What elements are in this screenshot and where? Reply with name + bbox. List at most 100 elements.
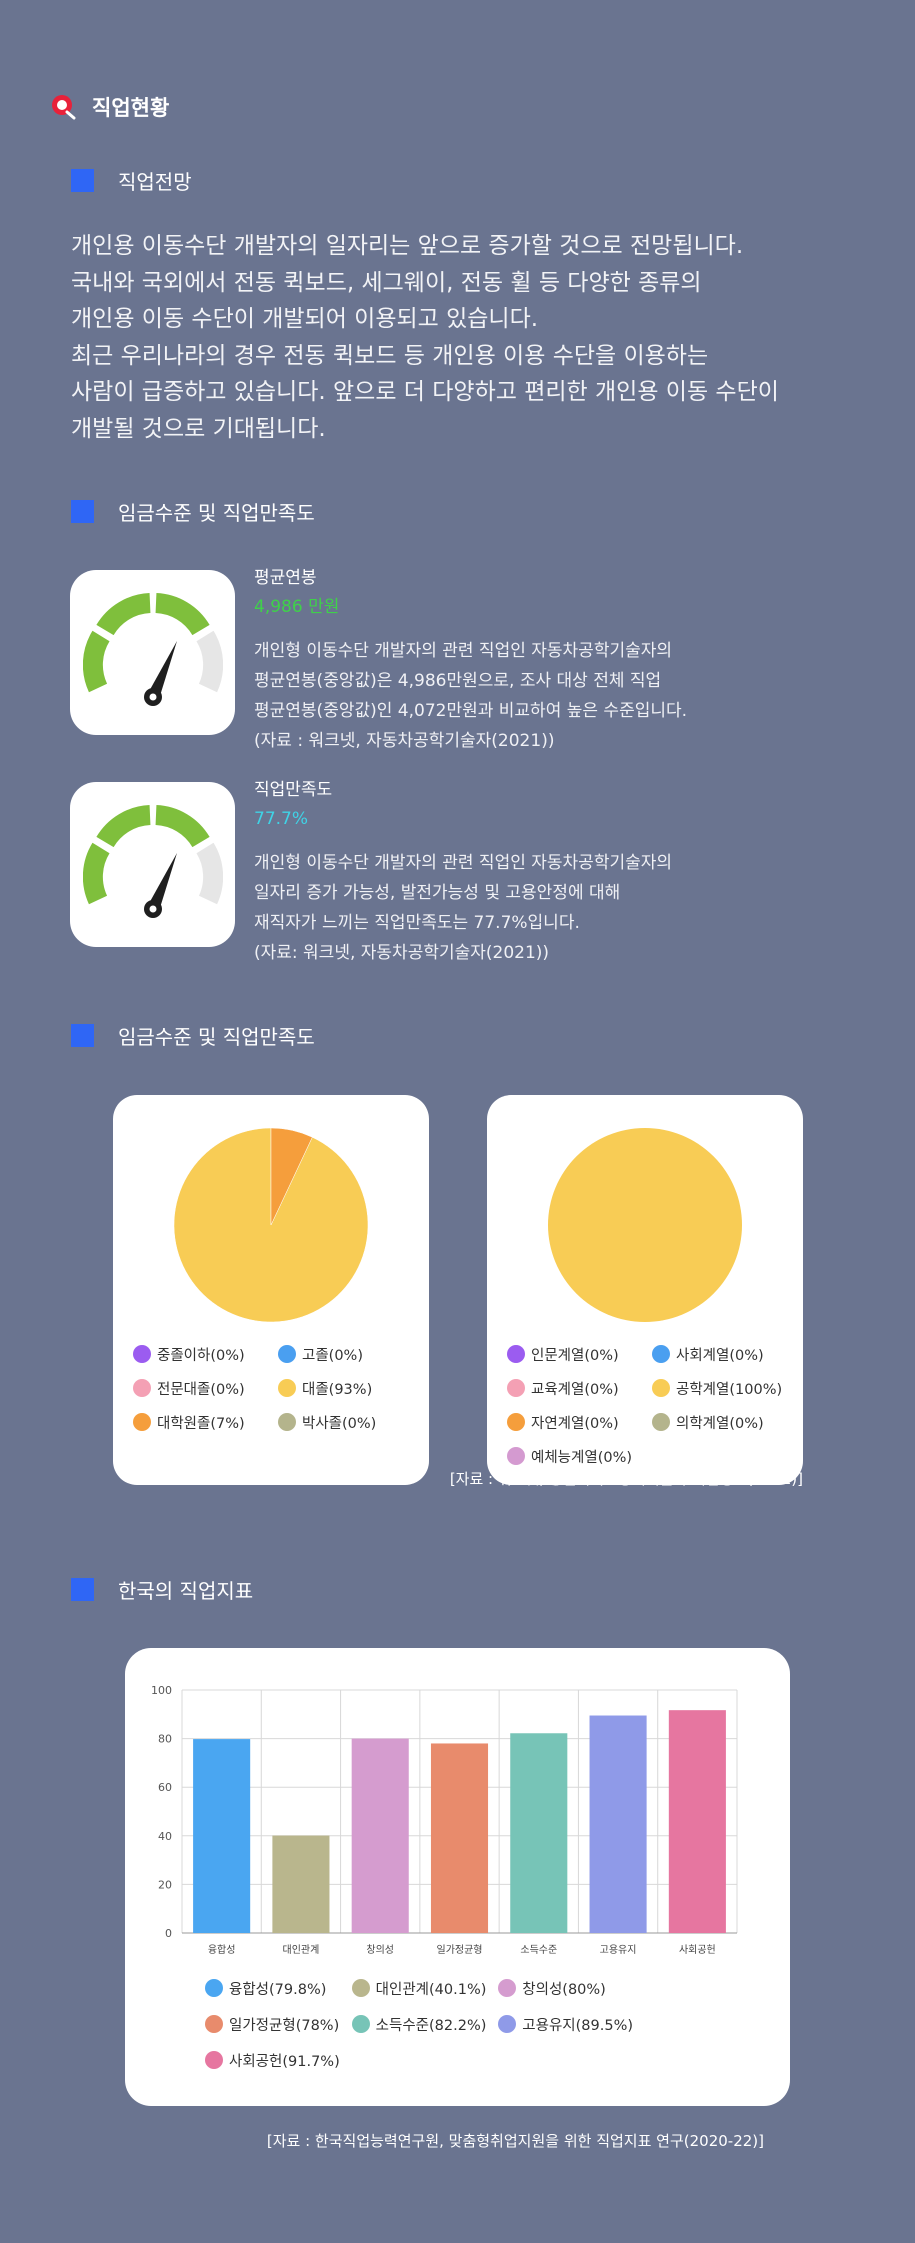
legend-dot-icon [652,1413,670,1431]
legend-dot-icon [278,1413,296,1431]
education-pie-legend: 중졸이하(0%) 고졸(0%) 전문대졸(0%) 대졸(93%) 대학원졸(7%) 박사졸… [133,1341,423,1435]
legend-dot-icon [498,2015,517,2033]
legend-dot-icon [278,1379,296,1397]
legend-item: 자연계열(0%) [507,1409,652,1435]
section-indicators-heading: 한국의 직업지표 [71,1575,253,1604]
legend-item: 교육계열(0%) [507,1375,652,1401]
bar [668,1710,726,1933]
education-pie-chart [173,1127,369,1323]
legend-item: 인문계열(0%) [507,1341,652,1367]
x-tick-label: 일가정균형 [437,1944,483,1956]
satisfaction-value: 77.7% [254,809,309,829]
legend-label: 대졸(93%) [302,1381,373,1398]
major-pie-card: 인문계열(0%) 사회계열(0%) 교육계열(0%) 공학계열(100%) 자연계열(0… [487,1095,803,1485]
legend-dot-icon [133,1379,151,1397]
indicators-bar-chart: 0 20 40 60 80 100 융합성 대인관계 창의성 일가정균형 소득수준 고용유지 사회공헌 [151,1684,738,1956]
legend-label: 고용유지(89.5%) [522,2017,634,2034]
legend-dot-icon [133,1345,151,1363]
legend-label: 의학계열(0%) [676,1415,764,1432]
square-bullet-icon [71,500,94,523]
section-outlook-title: 직업전망 [118,170,192,194]
legend-label: 인문계열(0%) [531,1347,619,1364]
y-tick-label: 80 [158,1733,172,1746]
major-pie-chart [548,1128,742,1322]
bar [272,1835,330,1933]
legend-label: 사회계열(0%) [676,1347,764,1364]
outlook-text: 개인용 이동수단 개발자의 일자리는 앞으로 증가할 것으로 전망됩니다. 국내… [71,228,871,447]
page-title: 직업현황 [50,92,169,122]
satisfaction-desc-line: (자료: 워크넷, 자동차공학기술자(2021)) [254,943,550,963]
salary-value: 4,986 만원 [254,597,340,617]
salary-desc-line: 평균연봉(중앙값)은 4,986만원으로, 조사 대상 전체 직업 [254,671,662,691]
legend-label: 중졸이하(0%) [157,1347,245,1364]
legend-label: 소득수준(82.2%) [375,2017,487,2034]
legend-dot-icon [205,1979,223,1997]
legend-item: 공학계열(100%) [652,1375,797,1401]
y-tick-label: 100 [151,1684,172,1697]
section-indicators-title: 한국의 직업지표 [118,1579,254,1603]
legend-item: 사회계열(0%) [652,1341,797,1367]
legend-label: 창의성(80%) [522,1981,606,1998]
x-tick-label: 소득수준 [520,1944,557,1956]
legend-label: 대학원졸(7%) [157,1415,245,1432]
y-tick-label: 60 [158,1781,172,1794]
indicators-bar-card: 0 20 40 60 80 100 융합성 대인관계 창의성 일가정균형 소득수준 고용유지 사회공헌 … [125,1648,790,2106]
indicators-bar-legend: 융합성(79.8%) 대인관계(40.1%) 창의성(80%) 일가정균형(78%) 소… [205,1974,645,2074]
bar [351,1738,409,1933]
legend-item: 사회공헌(91.7%) [205,2046,352,2074]
salary-stat: 평균연봉 4,986 만원 개인형 이동수단 개발자의 관련 직업인 자동차공학… [254,564,687,756]
bar [193,1739,251,1933]
section-outlook-heading: 직업전망 [71,166,192,195]
section-wage-heading: 임금수준 및 직업만족도 [71,497,315,526]
legend-label: 자연계열(0%) [531,1415,619,1432]
legend-dot-icon [205,2051,223,2069]
satisfaction-description: 개인형 이동수단 개발자의 관련 직업인 자동차공학기술자의 일자리 증가 가능… [254,848,672,968]
salary-description: 개인형 이동수단 개발자의 관련 직업인 자동차공학기술자의 평균연봉(중앙값)… [254,636,687,756]
gauge-icon [82,592,223,706]
education-pie-card: 중졸이하(0%) 고졸(0%) 전문대졸(0%) 대졸(93%) 대학원졸(7%) 박사졸… [113,1095,429,1485]
bar [510,1733,568,1933]
legend-item: 대졸(93%) [278,1375,423,1401]
legend-dot-icon [351,2015,370,2033]
bar-source-note: [자료 : 한국직업능력연구원, 맞춤형취업지원을 위한 직업지표 연구(202… [266,2132,764,2150]
satisfaction-label: 직업만족도 [254,780,333,800]
satisfaction-gauge-card [70,782,235,947]
legend-dot-icon [652,1345,670,1363]
square-bullet-icon [71,1578,94,1601]
legend-dot-icon [498,1979,517,1997]
legend-label: 일가정균형(78%) [229,2017,340,2034]
legend-item: 소득수준(82.2%) [351,2010,499,2038]
x-tick-label: 고용유지 [600,1944,637,1956]
bar [430,1743,489,1933]
legend-label: 대인관계(40.1%) [375,1981,487,1998]
legend-item: 융합성(79.8%) [205,1974,352,2002]
legend-label: 예체능계열(0%) [531,1449,633,1466]
legend-dot-icon [652,1379,670,1397]
outlook-line: 개인용 이동 수단이 개발되어 이용되고 있습니다. [71,306,539,332]
legend-item: 박사졸(0%) [278,1409,423,1435]
legend-item: 전문대졸(0%) [133,1375,278,1401]
pie-slice [270,1127,313,1226]
salary-gauge-card [70,570,235,735]
outlook-line: 최근 우리나라의 경우 전동 퀵보드 등 개인용 이용 수단을 이용하는 [71,342,709,369]
legend-item: 고졸(0%) [278,1341,423,1367]
square-bullet-icon [71,1024,94,1047]
section-wage2-title: 임금수준 및 직업만족도 [118,1025,315,1049]
gauge-icon [82,804,223,918]
legend-label: 사회공헌(91.7%) [229,2053,340,2070]
bar [589,1715,647,1933]
outlook-line: 개발될 것으로 기대됩니다. [71,415,326,442]
legend-label: 융합성(79.8%) [229,1981,327,1998]
legend-item: 대학원졸(7%) [133,1409,278,1435]
salary-desc-line: 개인형 이동수단 개발자의 관련 직업인 자동차공학기술자의 [254,641,673,661]
legend-dot-icon [278,1345,296,1363]
square-bullet-icon [71,169,94,192]
pie-slice [548,1128,742,1322]
x-tick-label: 융합성 [208,1944,236,1956]
legend-dot-icon [507,1447,525,1465]
y-tick-label: 20 [158,1878,172,1891]
page-title-text: 직업현황 [92,96,170,120]
salary-desc-line: (자료 : 워크넷, 자동차공학기술자(2021)) [254,731,555,751]
major-pie-legend: 인문계열(0%) 사회계열(0%) 교육계열(0%) 공학계열(100%) 자연계열(0… [507,1341,797,1469]
x-tick-label: 창의성 [366,1944,394,1956]
